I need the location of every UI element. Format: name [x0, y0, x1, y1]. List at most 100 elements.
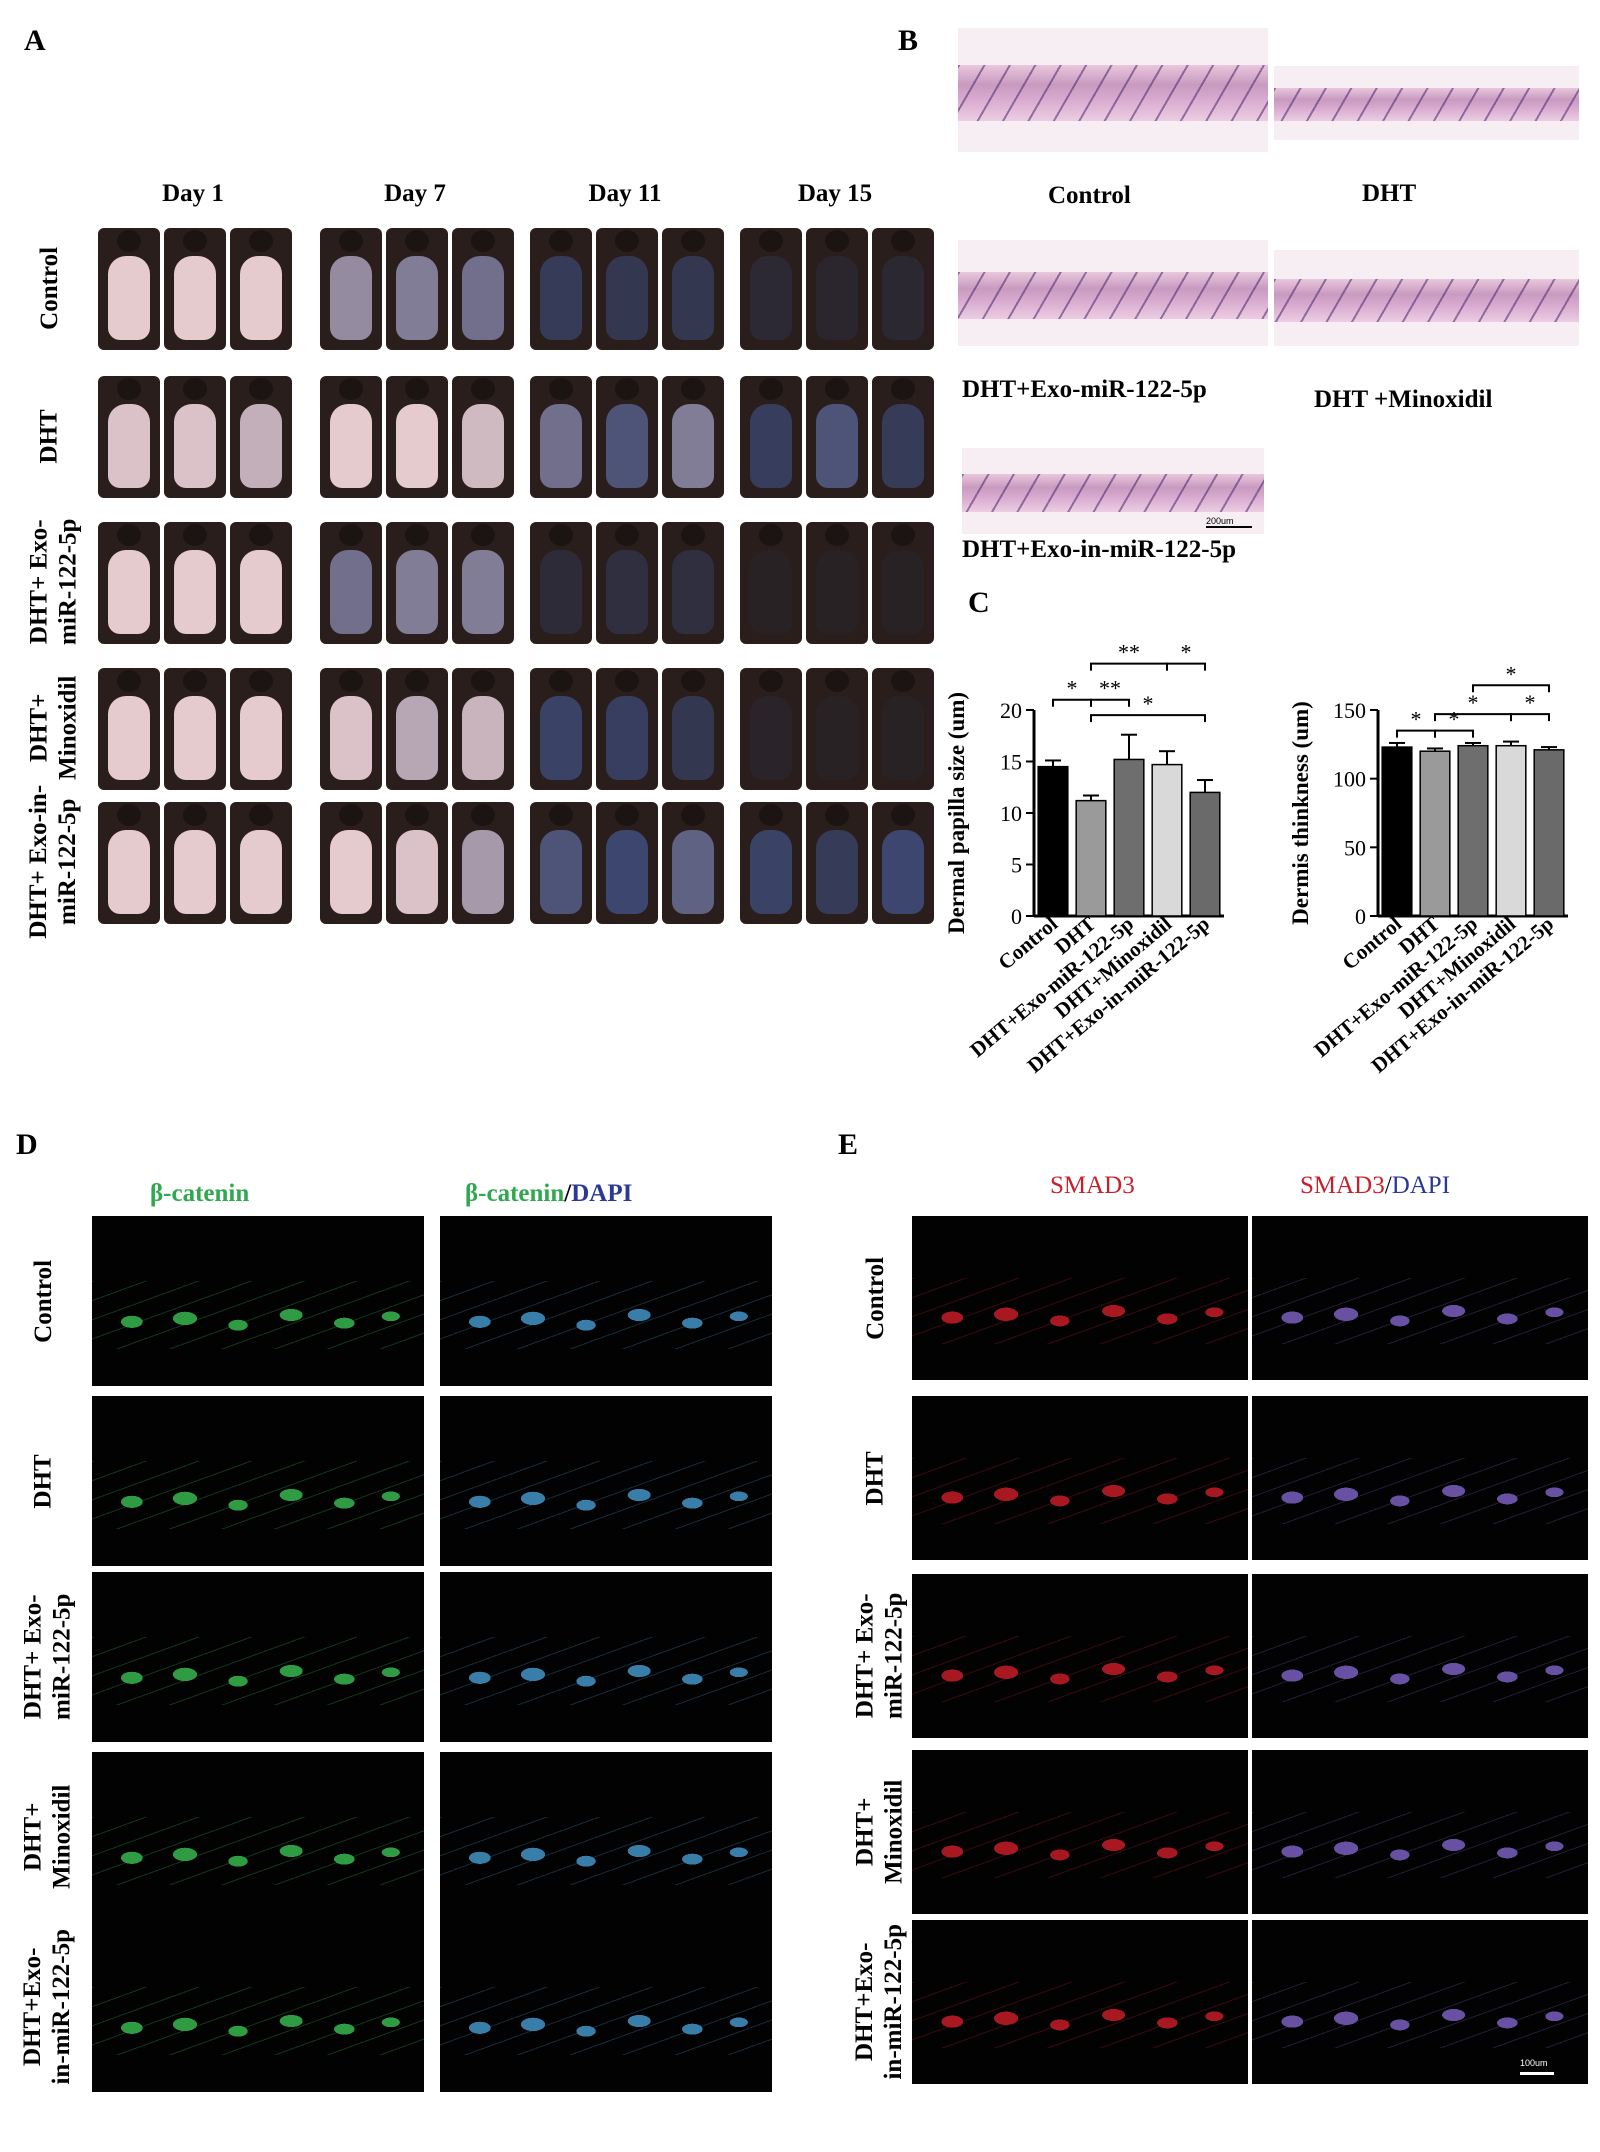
mouse-head: [249, 378, 273, 400]
follicle-signal: [92, 1986, 424, 2055]
mouse-belly: [540, 404, 582, 488]
y-tick-label: 10: [1000, 801, 1022, 826]
fluorescence-image: [440, 1396, 772, 1566]
panel-label-b: B: [898, 24, 919, 57]
group-label-panelE: DHT: [855, 1396, 897, 1560]
panel-label-c: C: [968, 586, 990, 619]
mouse-head: [681, 378, 705, 400]
mouse-head: [471, 804, 495, 826]
group-label-line: DHT+ Exo-: [851, 1593, 879, 1719]
mouse-belly: [240, 830, 282, 914]
bar: [1381, 746, 1413, 917]
panel-label-a: A: [24, 24, 46, 57]
stain-beta-catenin: β-catenin: [465, 1180, 565, 1207]
stain-label-beta-catenin-dapi: β-catenin/DAPI: [465, 1180, 632, 1208]
mouse-photo: [596, 228, 658, 350]
mouse-head: [339, 230, 363, 252]
fluorescence-image: [912, 1750, 1248, 1914]
mouse-head: [891, 670, 915, 692]
mouse-photo: [530, 522, 592, 644]
significance-star: *: [1143, 691, 1154, 716]
histology-dht: [1274, 66, 1579, 140]
day-header: Day 15: [797, 180, 873, 207]
mouse-belly: [462, 256, 504, 340]
mouse-photo: [230, 376, 292, 498]
mouse-head: [891, 378, 915, 400]
mouse-photo: [320, 668, 382, 790]
follicle-signal: [1252, 1636, 1588, 1702]
mouse-head: [615, 804, 639, 826]
follicle-signal: [912, 1458, 1248, 1524]
mouse-head: [891, 230, 915, 252]
mouse-photo: [320, 802, 382, 924]
significance-star: **: [1118, 640, 1140, 665]
y-tick-label: 20: [1000, 698, 1022, 723]
mouse-photo: [872, 802, 934, 924]
mouse-head: [891, 524, 915, 546]
mouse-photo: [872, 668, 934, 790]
group-label-line: DHT+: [25, 693, 53, 763]
mouse-head: [825, 804, 849, 826]
group-label-panelD: DHT+ Exo-miR-122-5p: [10, 1572, 86, 1742]
mouse-belly: [396, 550, 438, 634]
group-label-line: miR-122-5p: [880, 1592, 908, 1720]
mouse-belly: [462, 696, 504, 780]
histology-label-exo: DHT+Exo-miR-122-5p: [962, 376, 1207, 403]
mouse-photo: [386, 522, 448, 644]
mouse-head: [891, 804, 915, 826]
bar: [1495, 744, 1527, 917]
fluorescence-image: [1252, 1396, 1588, 1560]
stain-smad3: SMAD3: [1300, 1172, 1385, 1199]
mouse-belly: [882, 550, 924, 634]
mouse-head: [615, 670, 639, 692]
group-label-line: Minoxidil: [54, 675, 81, 781]
histology-minoxidil: [1274, 250, 1579, 346]
mouse-belly: [816, 550, 858, 634]
mouse-head: [471, 670, 495, 692]
mouse-belly: [462, 550, 504, 634]
mouse-photo: [320, 228, 382, 350]
significance-bracket: [1090, 714, 1206, 723]
histology-control: [958, 28, 1268, 152]
mouse-belly: [750, 550, 792, 634]
follicle-signal: [440, 1816, 772, 1885]
mouse-head: [549, 378, 573, 400]
mouse-belly: [672, 830, 714, 914]
mouse-photo: [872, 228, 934, 350]
group-label-a: DHT+ Exo-in-miR-122-5p: [16, 785, 92, 939]
group-label-line: DHT: [29, 1453, 57, 1509]
y-tick-label: 150: [1333, 698, 1366, 723]
scale-bar-line: [1206, 526, 1252, 528]
group-label-panelE: DHT+Exo-in-miR-122-5p: [842, 1920, 918, 2084]
mouse-belly: [816, 696, 858, 780]
mouse-belly: [606, 696, 648, 780]
mouse-belly: [174, 256, 216, 340]
mouse-photo: [806, 522, 868, 644]
mouse-head: [249, 230, 273, 252]
mouse-belly: [606, 256, 648, 340]
y-tick-label: 5: [1011, 853, 1022, 878]
mouse-head: [759, 670, 783, 692]
mouse-photo: [452, 668, 514, 790]
mouse-head: [615, 524, 639, 546]
bar: [1037, 765, 1069, 917]
bar: [1113, 758, 1145, 917]
mouse-photo: [530, 376, 592, 498]
mouse-belly: [174, 550, 216, 634]
mouse-photo: [164, 668, 226, 790]
follicle-signal: [440, 1460, 772, 1529]
mouse-photo: [452, 228, 514, 350]
group-label-panelE: DHT+ Minoxidil: [842, 1750, 918, 1914]
mouse-photo: [98, 668, 160, 790]
mouse-belly: [606, 550, 648, 634]
group-label-line: DHT+ Exo-in-: [25, 785, 53, 939]
mouse-photo: [320, 376, 382, 498]
mouse-head: [405, 378, 429, 400]
significance-star: *: [1411, 707, 1422, 732]
mouse-photo: [740, 668, 802, 790]
follicle-signal: [92, 1636, 424, 1705]
group-label-panelE: Control: [855, 1216, 897, 1380]
mouse-belly: [108, 550, 150, 634]
group-label-a: DHT: [29, 371, 71, 501]
